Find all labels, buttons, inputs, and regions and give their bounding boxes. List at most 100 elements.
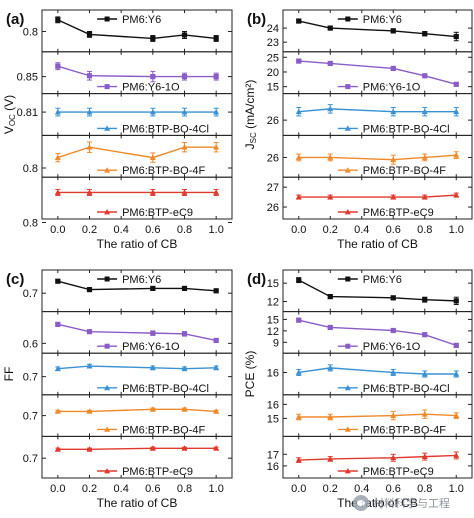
data-point — [149, 406, 156, 412]
data-point — [327, 413, 334, 420]
x-axis-label: The ratio of CB — [97, 496, 178, 510]
data-point — [295, 456, 302, 463]
y-tick-label: 16 — [267, 461, 279, 473]
subplot-frame — [41, 435, 233, 479]
legend-marker — [104, 468, 111, 474]
data-point — [295, 413, 302, 420]
legend-label: PM6:Y6 — [122, 14, 161, 26]
data-point — [150, 285, 156, 291]
legend-entry: PM6:Y6-1O — [97, 341, 180, 353]
x-tick-label: 0.4 — [354, 224, 369, 236]
data-point — [54, 446, 61, 452]
series-line — [57, 408, 217, 413]
legend-marker — [104, 84, 110, 90]
legend-marker — [104, 384, 111, 391]
data-point — [327, 193, 334, 200]
x-tick-label: 1.0 — [449, 483, 464, 495]
data-point — [327, 294, 333, 300]
data-point — [421, 453, 428, 460]
data-point — [86, 31, 93, 37]
subplot-2: 0.6 PM6:Y6-1O — [23, 311, 233, 354]
data-point — [86, 144, 93, 150]
data-point — [327, 154, 334, 160]
legend-entry: PM6:Y6-1O — [337, 341, 421, 353]
legend-marker — [104, 343, 110, 349]
data-point — [390, 327, 396, 334]
series-line — [57, 447, 217, 450]
data-point — [181, 144, 188, 150]
data-point — [54, 108, 61, 115]
subplot-3: 26 PM6:BTP-BO-4Cl — [267, 93, 473, 136]
data-point — [213, 337, 219, 344]
legend-marker — [104, 16, 110, 22]
legend-label: PM6:BTP-BO-4F — [363, 424, 446, 436]
y-tick-label: 12 — [267, 326, 279, 338]
legend-entry: PM6:BTP-BO-4Cl — [337, 383, 450, 395]
data-point — [55, 63, 61, 69]
x-tick-label: 0.0 — [50, 224, 65, 236]
subplot-frame — [41, 176, 233, 220]
x-tick-label: 0.2 — [82, 483, 97, 495]
y-tick-label: 12 — [267, 296, 279, 308]
x-tick-label: 0.0 — [291, 224, 306, 236]
legend-label: PM6:Y6-1O — [122, 82, 180, 94]
data-point — [149, 364, 156, 371]
subplot-2: 25 20 15 PM6:Y6-1O — [267, 51, 473, 95]
y-tick-label: 17 — [267, 449, 279, 461]
legend-label: PM6:BTP-eC9 — [363, 466, 434, 478]
x-tick-label: 0.2 — [323, 483, 338, 495]
x-axis-label: The ratio of CB — [97, 237, 178, 251]
y-tick-label: 25 — [267, 52, 279, 64]
x-tick-label: 0.4 — [114, 483, 129, 495]
legend-label: PM6:BTP-BO-4Cl — [122, 383, 209, 395]
subplot-1: 24 23 PM6:Y6 — [267, 9, 473, 53]
data-point — [422, 297, 428, 303]
x-tick-label: 0.2 — [323, 224, 338, 236]
data-point — [390, 454, 397, 461]
legend-entry: PM6:BTP-BO-4Cl — [337, 123, 450, 135]
data-point — [86, 408, 93, 414]
subplot-5: 0.7 PM6:BTP-eC9 — [23, 435, 233, 479]
data-point — [296, 58, 302, 64]
data-point — [86, 329, 93, 335]
watermark: 材料科学与工程 — [353, 492, 469, 514]
legend-marker — [104, 426, 111, 432]
legend-marker — [344, 125, 351, 131]
legend-label: PM6:Y6 — [363, 14, 402, 26]
legend-label: PM6:BTP-BO-4F — [122, 424, 205, 436]
data-point — [55, 321, 61, 327]
chart-panel-1: (a)0.8PM6:Y60.85PM6:Y6-1O0.81PM6:BTP-BO-… — [2, 9, 233, 251]
series-line — [57, 65, 217, 78]
legend-marker — [104, 167, 111, 173]
x-tick-label: 0.6 — [145, 483, 160, 495]
y-tick-label: 0.7 — [23, 372, 38, 384]
y-tick-label: 0.7 — [23, 288, 38, 300]
x-tick-label: 0.0 — [50, 483, 65, 495]
y-axis-label: JSC (mA/cm²) — [243, 80, 258, 150]
data-point — [55, 278, 61, 284]
y-tick-label: 26 — [267, 202, 279, 214]
data-point — [390, 369, 397, 375]
data-point — [213, 35, 219, 42]
y-tick-label: 0.8 — [23, 218, 38, 230]
y-tick-label: 0.6 — [23, 338, 38, 350]
subplot-5: 0.8 PM6:BTP-eC9 — [23, 176, 233, 230]
legend-entry: PM6:Y6 — [97, 274, 161, 286]
legend-entry: PM6:BTP-eC9 — [337, 466, 434, 478]
data-point — [453, 342, 459, 348]
legend-entry: PM6:BTP-BO-4F — [337, 165, 446, 177]
data-point — [213, 408, 220, 414]
legend-entry: PM6:BTP-BO-4Cl — [97, 383, 209, 395]
y-tick-label: 27 — [267, 182, 279, 194]
legend-label: PM6:BTP-BO-4Cl — [122, 123, 209, 135]
legend-entry: PM6:BTP-BO-4Cl — [97, 123, 209, 135]
series-line — [298, 367, 457, 375]
x-tick-label: 0.2 — [82, 224, 97, 236]
series-line — [298, 108, 457, 113]
data-point — [295, 108, 302, 115]
data-point — [327, 324, 333, 331]
legend-marker — [345, 343, 351, 349]
y-tick-label: 26 — [267, 152, 279, 164]
